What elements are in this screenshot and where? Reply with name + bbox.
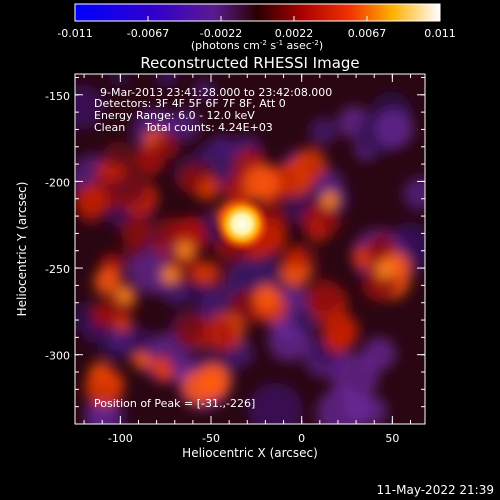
y-axis-label: Heliocentric Y (arcsec) — [15, 182, 29, 317]
rhessi-image — [75, 74, 425, 424]
image-blob — [177, 166, 204, 193]
image-blob — [75, 184, 108, 217]
image-blob — [153, 132, 180, 160]
image-blob — [84, 367, 125, 407]
image-blob — [120, 326, 154, 361]
colorbar-tick-label: -0.0067 — [127, 27, 169, 40]
image-blob — [113, 313, 132, 332]
colorbar-tick-labels: -0.011 -0.0067 -0.0022 0.0022 0.0067 0.011 — [57, 27, 455, 40]
colorbar-ticks — [74, 16, 441, 21]
total-counts-text: Total counts: 4.24E+03 — [144, 121, 273, 134]
image-blob — [325, 328, 351, 354]
y-tick-label: -250 — [45, 263, 70, 276]
colorbar-tick-label: -0.0022 — [200, 27, 242, 40]
energy-range-text: Energy Range: 6.0 - 12.0 keV — [94, 109, 255, 122]
colorbar-tick-label: -0.011 — [57, 27, 92, 40]
image-blob — [115, 172, 148, 205]
x-tick-label: -100 — [108, 432, 133, 445]
image-blob — [243, 165, 280, 202]
x-axis-label: Heliocentric X (arcsec) — [182, 446, 318, 460]
image-blob — [316, 387, 367, 424]
image-blob — [309, 117, 337, 145]
image-blob — [305, 278, 343, 316]
colorbar-tick-label: 0.011 — [424, 27, 456, 40]
image-blob — [199, 368, 231, 400]
image-blob — [155, 74, 179, 88]
image-blob — [150, 355, 172, 377]
detectors-text: Detectors: 3F 4F 5F 6F 7F 8F, Att 0 — [94, 97, 286, 110]
image-blob — [321, 191, 339, 209]
colorbar-unit-label: (photons cm-2 s-1 asec-2) — [191, 39, 323, 52]
image-blob — [247, 382, 304, 424]
colorbar-tick-label: 0.0067 — [348, 27, 387, 40]
x-tick-label: -50 — [202, 432, 220, 445]
y-tick-label: -300 — [45, 350, 70, 363]
colorbar-tick-label: 0.0022 — [275, 27, 314, 40]
image-blob — [374, 109, 414, 149]
axis-ticks — [75, 74, 425, 424]
image-blob — [132, 351, 152, 370]
image-blob — [284, 246, 308, 270]
y-tick-label: -150 — [45, 90, 70, 103]
colorbar — [74, 3, 441, 22]
image-blob — [95, 161, 117, 183]
image-blob — [192, 261, 217, 286]
x-tick-labels: -100 -50 0 50 — [108, 432, 400, 445]
plot-frame — [74, 73, 426, 425]
image-blob — [193, 78, 215, 100]
image-blob — [152, 239, 170, 256]
image-blob — [120, 214, 154, 248]
y-tick-label: -200 — [45, 176, 70, 189]
image-blob — [253, 284, 280, 310]
flare-peak — [214, 196, 270, 252]
image-blob — [203, 316, 239, 352]
image-blob — [176, 241, 194, 259]
image-blob — [75, 84, 105, 130]
plot-title: Reconstructed RHESSI Image — [140, 54, 359, 72]
peak-position-text: Position of Peak = [-31.,-226] — [94, 397, 255, 410]
time-range-text: 9-Mar-2013 23:41:28.000 to 23:42:08.000 — [100, 86, 332, 99]
image-blob — [161, 266, 179, 284]
image-blob — [179, 315, 202, 339]
image-blob — [362, 337, 397, 371]
image-blob — [322, 212, 342, 232]
image-blob — [116, 286, 134, 304]
method-text: Clean — [94, 121, 125, 134]
image-blob — [376, 261, 394, 279]
footer-timestamp: 11-May-2022 21:39 — [377, 483, 494, 497]
x-tick-label: 50 — [385, 432, 399, 445]
image-blob — [403, 177, 425, 211]
image-blob — [108, 74, 131, 87]
x-tick-label: 0 — [298, 432, 305, 445]
y-tick-labels: -150 -200 -250 -300 — [45, 90, 70, 363]
